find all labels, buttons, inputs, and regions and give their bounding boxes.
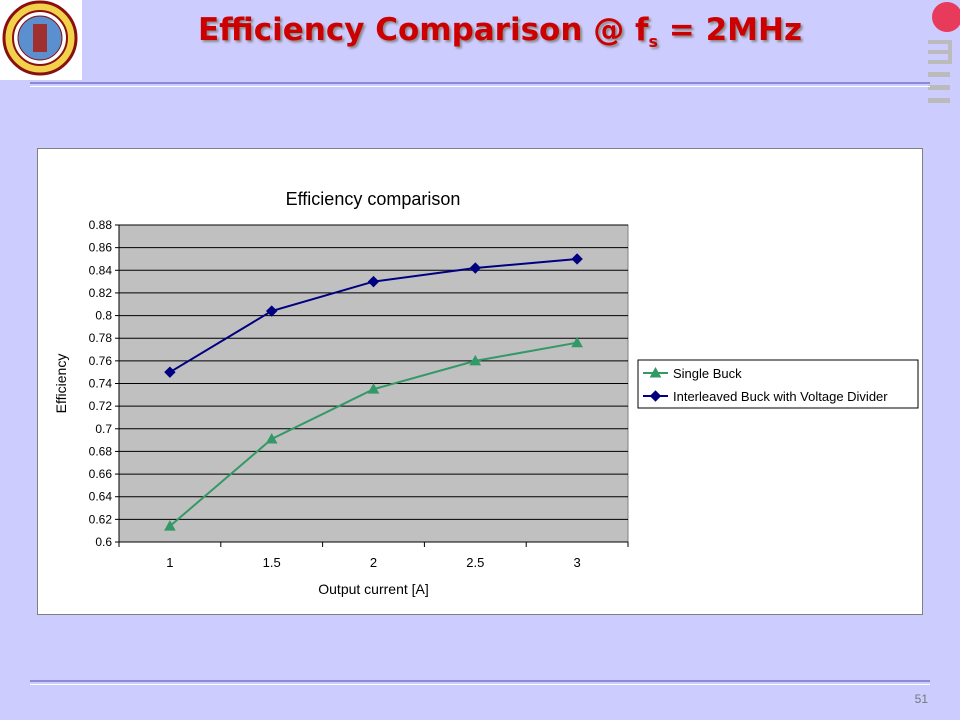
slide-title-subscript: s	[648, 32, 659, 52]
efficiency-chart: 0.6 0.62 0.64 0.66 0.68 0.7 0.72 0.74 0.76 0.78 0.…	[53, 189, 919, 597]
x-tick-label: 1.5	[263, 555, 281, 570]
data-point-series-1	[469, 354, 482, 366]
footer-divider-highlight	[30, 684, 930, 685]
page-number: 51	[914, 692, 928, 706]
data-point-series-2	[164, 366, 176, 378]
data-point-series-2	[469, 262, 482, 274]
title-divider-highlight	[30, 86, 930, 87]
y-axis-label: Efficiency	[53, 354, 69, 414]
x-tick-label: 1	[166, 555, 173, 570]
y-tick-label: 0.84	[89, 263, 113, 277]
y-tick-label: 0.8	[95, 309, 112, 323]
legend-marker-2	[649, 390, 662, 402]
data-point-series-1	[164, 520, 176, 531]
y-tick-label: 0.76	[89, 354, 113, 368]
chart-area: 0.6 0.62 0.64 0.66 0.68 0.7 0.72 0.74 0.76 0.78 0.…	[37, 148, 923, 615]
data-point-series-2	[265, 305, 278, 317]
y-tick-label: 0.66	[89, 467, 113, 481]
y-tick-label: 0.6	[95, 535, 112, 549]
y-tick-label: 0.78	[89, 331, 113, 345]
university-seal	[0, 0, 82, 80]
legend-marker-1	[649, 366, 662, 378]
x-tick-label: 2	[370, 555, 377, 570]
data-point-series-1	[367, 383, 380, 394]
x-tick-label: 3	[573, 555, 580, 570]
title-divider	[30, 82, 930, 84]
legend-label-2: Interleaved Buck with Voltage Divider	[673, 389, 888, 404]
x-axis-label: Output current [A]	[318, 581, 429, 597]
footer-divider	[30, 680, 930, 682]
slide-title-main: Efficiency Comparison @ f	[198, 12, 649, 48]
slide-title: Efficiency Comparison @ fs = 2MHz	[100, 12, 900, 51]
data-point-series-1	[571, 336, 583, 348]
y-tick-label: 0.62	[89, 512, 113, 526]
data-point-series-1	[265, 432, 278, 444]
x-tick-label: 2.5	[466, 555, 484, 570]
y-tick-label: 0.64	[89, 490, 113, 504]
slide-title-tail: = 2MHz	[658, 12, 802, 48]
y-tick-label: 0.7	[95, 422, 112, 436]
chart-title: Efficiency comparison	[286, 189, 461, 209]
y-tick-label: 0.88	[89, 218, 113, 232]
y-tick-label: 0.68	[89, 444, 113, 458]
y-tick-label: 0.74	[89, 377, 113, 391]
y-tick-label: 0.82	[89, 286, 113, 300]
y-tick-label: 0.72	[89, 399, 113, 413]
data-point-series-2	[571, 253, 583, 265]
y-tick-label: 0.86	[89, 241, 113, 255]
university-mark-icon	[910, 0, 960, 130]
data-point-series-2	[367, 275, 380, 288]
legend-label-1: Single Buck	[673, 366, 742, 381]
legend	[637, 359, 919, 409]
